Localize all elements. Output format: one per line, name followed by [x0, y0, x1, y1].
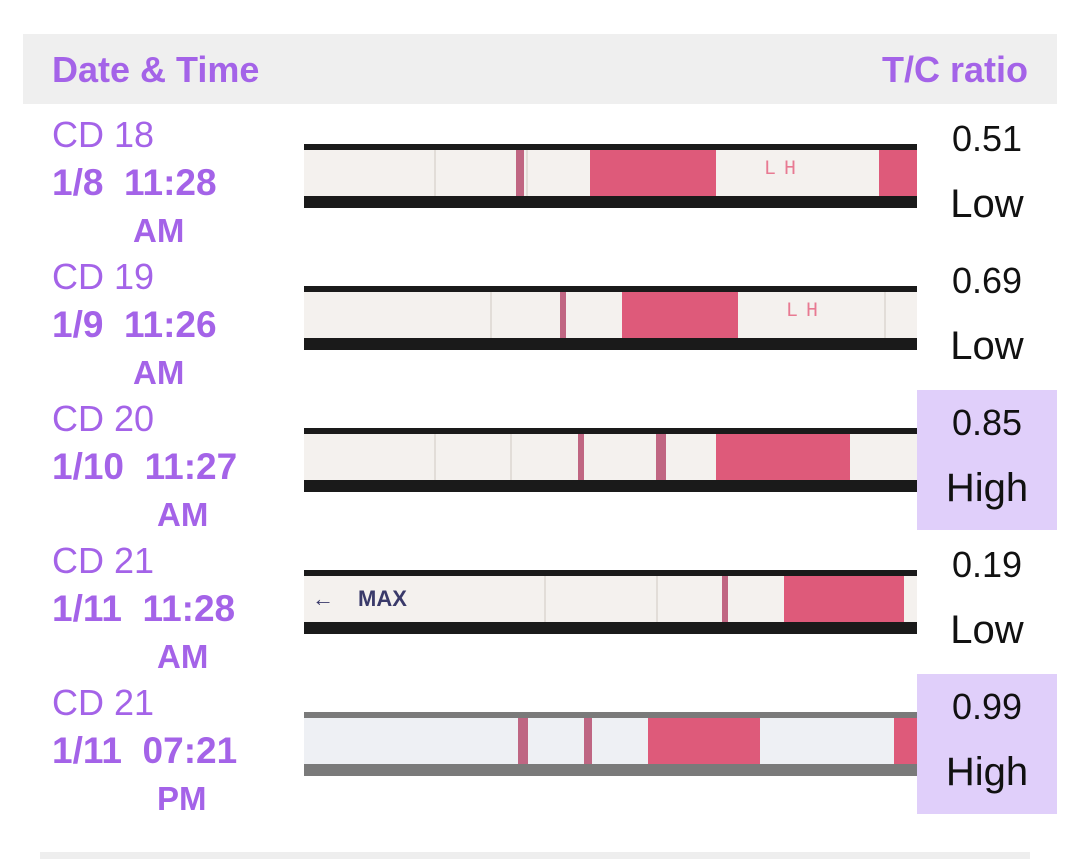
lh-level: Low — [950, 608, 1024, 652]
tc-ratio-value: 0.69 — [951, 260, 1023, 301]
tc-ratio-header: T/C ratio — [881, 49, 1028, 90]
cycle-day: CD 21 — [52, 540, 155, 581]
ratio-cell: 0.99 High — [917, 674, 1057, 814]
strip-lh-label: LH — [786, 300, 827, 323]
tc-ratio-value: 0.51 — [951, 118, 1023, 159]
strip-max-label: MAX — [358, 586, 407, 611]
test-date-time: 1/11 07:21 — [52, 730, 238, 771]
lh-level: Low — [950, 324, 1024, 368]
ratio-cell: 0.85 High — [917, 390, 1057, 530]
ratio-cell: 0.19 Low — [917, 532, 1057, 672]
tc-ratio-value: 0.19 — [951, 544, 1023, 585]
strip-lh-label: LH — [764, 158, 805, 181]
test-row[interactable]: CD 20 1/10 11:27 AM 0.85 High — [0, 390, 1080, 532]
strip-arrow-icon: ← — [312, 586, 334, 611]
test-date-time: 1/9 11:26 — [52, 304, 217, 345]
tc-ratio-value: 0.99 — [951, 686, 1023, 727]
test-date-time: 1/10 11:27 — [52, 446, 238, 487]
test-row[interactable]: CD 21 1/11 11:28 AM ← MAX 0.19 Low — [0, 532, 1080, 674]
test-ampm: AM — [157, 496, 209, 533]
cycle-day: CD 19 — [52, 256, 155, 297]
cycle-day: CD 20 — [52, 398, 155, 439]
lh-level: High — [945, 466, 1029, 510]
test-ampm: AM — [157, 638, 209, 675]
test-strip-image[interactable]: LH — [304, 144, 917, 208]
test-ampm: AM — [133, 212, 185, 249]
test-strip-image[interactable] — [304, 712, 917, 776]
test-strip-image[interactable]: LH — [304, 286, 917, 350]
bottom-divider — [40, 852, 1030, 859]
test-date-time: 1/11 11:28 — [52, 588, 236, 629]
table-header: Date & Time T/C ratio — [23, 34, 1057, 104]
test-ampm: AM — [133, 354, 185, 391]
test-row[interactable]: CD 19 1/9 11:26 AM LH 0.69 Low — [0, 248, 1080, 390]
tc-ratio-value: 0.85 — [951, 402, 1023, 443]
test-strip-image[interactable]: ← MAX — [304, 570, 917, 634]
test-ampm: PM — [157, 780, 207, 817]
cycle-day: CD 21 — [52, 682, 155, 723]
cycle-day: CD 18 — [52, 114, 155, 155]
test-date-time: 1/8 11:28 — [52, 162, 217, 203]
lh-level: Low — [950, 182, 1024, 226]
lh-level: High — [945, 750, 1029, 794]
ratio-cell: 0.69 Low — [917, 248, 1057, 388]
test-row[interactable]: CD 18 1/8 11:28 AM LH 0.51 Low — [0, 106, 1080, 248]
date-time-header: Date & Time — [52, 49, 260, 90]
test-strip-image[interactable] — [304, 428, 917, 492]
ratio-cell: 0.51 Low — [917, 106, 1057, 246]
test-row[interactable]: CD 21 1/11 07:21 PM 0.99 High — [0, 674, 1080, 816]
